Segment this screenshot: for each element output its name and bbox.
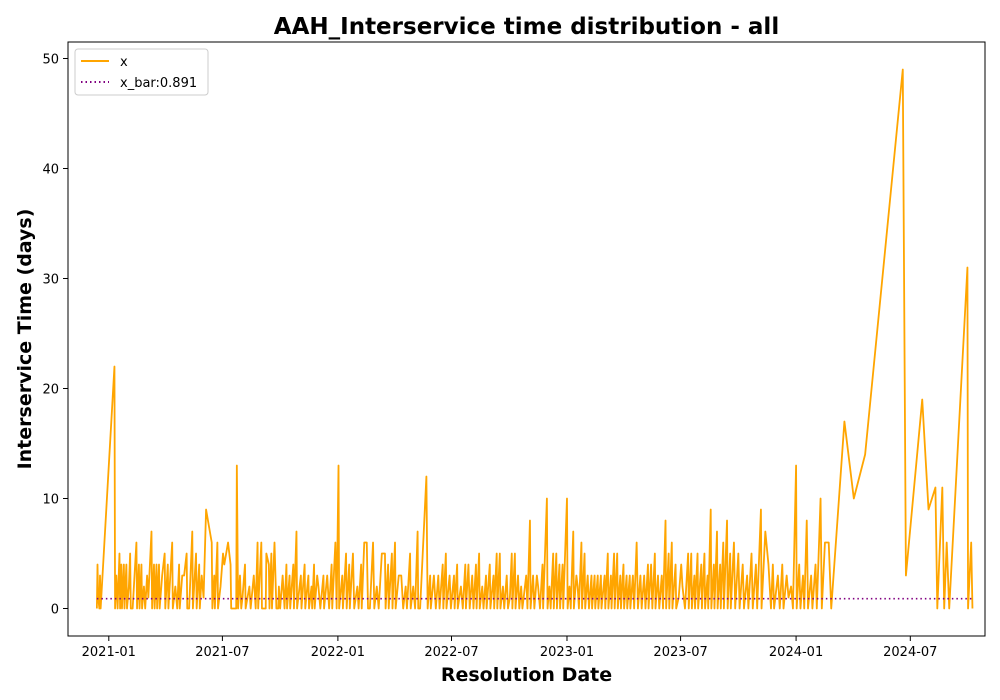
- y-tick-label: 0: [51, 603, 59, 618]
- y-tick-label: 40: [42, 163, 59, 178]
- legend-label-x: x: [120, 55, 128, 70]
- plot-area: 2021-01 2021-07 2022-01 2022-07 2023-01 2023-…: [42, 41, 986, 660]
- legend: x x_bar:0.891: [74, 48, 209, 96]
- x-axis-label: Resolution Date: [441, 664, 612, 686]
- y-axis-ticks: 0 10 20 30 40 50: [42, 53, 68, 618]
- axes-frame: [67, 41, 986, 637]
- y-tick-label: 10: [42, 493, 59, 508]
- x-axis-ticks: 2021-01 2021-07 2022-01 2022-07 2023-01 2023-…: [82, 636, 937, 660]
- y-tick-label: 30: [42, 273, 59, 288]
- chart-title: AAH_Interservice time distribution - all: [274, 14, 779, 40]
- y-axis-label: Interservice Time (days): [14, 209, 36, 470]
- x-tick-label: 2024-07: [883, 645, 937, 660]
- x-tick-label: 2021-01: [82, 645, 136, 660]
- series-layer: [95, 68, 974, 610]
- legend-label-x-bar: x_bar:0.891: [120, 76, 197, 91]
- x-tick-label: 2023-07: [653, 645, 707, 660]
- x-tick-label: 2023-01: [540, 645, 594, 660]
- y-tick-label: 50: [42, 53, 59, 68]
- x-tick-label: 2024-01: [769, 645, 823, 660]
- y-tick-label: 20: [42, 383, 59, 398]
- x-tick-label: 2021-07: [195, 645, 249, 660]
- x-tick-label: 2022-01: [311, 645, 365, 660]
- x-tick-label: 2022-07: [424, 645, 478, 660]
- series-line-x: [95, 68, 974, 610]
